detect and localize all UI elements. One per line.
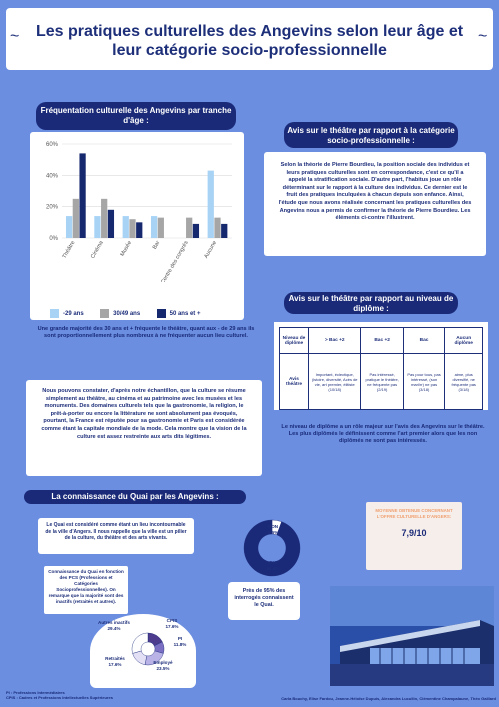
pcs-pie-card xyxy=(90,614,196,688)
y-tick-label: 40% xyxy=(46,173,59,179)
y-tick-label: 0% xyxy=(49,236,58,242)
rating-value: 7,9/10 xyxy=(401,528,427,538)
x-tick-label: Musée xyxy=(120,240,134,258)
legend-item-50: 50 ans et + xyxy=(156,308,200,318)
table-header: > Bac +2 xyxy=(308,327,362,354)
pcs-label-autres: Autres inactifs 29.4% xyxy=(98,620,130,631)
y-tick-label: 20% xyxy=(46,205,59,211)
bar xyxy=(94,216,101,238)
chart-legend: -29 ans 30/49 ans 50 ans et + xyxy=(50,302,244,320)
pcs-label-retraites: Retraités 17.6% xyxy=(105,656,125,667)
freq-chart-card: 0% 20% 40% 60% Théâtre Cinéma Musée Bar Centre d… xyxy=(30,132,244,320)
quai-pie-caption-card: Près de 95% des interrogés connaissent l… xyxy=(228,582,300,620)
bar xyxy=(107,209,115,238)
table-row-label: Avis théâtre xyxy=(278,353,310,410)
pie-slice xyxy=(243,519,301,577)
theatre-pcs-card: Selon la théorie de Pierre Bourdieu, la … xyxy=(264,152,486,256)
le-quai-building-photo xyxy=(330,586,494,686)
table-cell: Pas intéressé, pratique le théâtre, ne f… xyxy=(360,353,404,410)
bar xyxy=(214,217,221,238)
legend-swatch-icon xyxy=(100,308,110,318)
quai-intro-card: Le Quai est considéré comme étant un lie… xyxy=(38,518,194,554)
bar xyxy=(207,170,214,238)
conclusion-card: Nous pouvons constater, d'après notre éc… xyxy=(26,380,262,476)
table-header: Bac xyxy=(402,327,446,354)
pcs-label-cpis: CPIS 17.6% xyxy=(165,618,179,629)
diploma-table-card: Niveau de diplôme > Bac +2 Bac +2 Bac Au… xyxy=(274,322,488,410)
quai-pie-caption: Près de 95% des interrogés connaissent l… xyxy=(234,588,294,608)
bar xyxy=(122,216,129,238)
rating-card: MOYENNE OBTENUE CONCERNANT L'OFFRE CULTU… xyxy=(366,502,462,570)
pie-label-non: NON 5.6% xyxy=(267,524,279,535)
pcs-pie-chart xyxy=(131,632,165,666)
pcs-note-text: Connaissance du Quai en fonction des PCS… xyxy=(48,569,124,604)
bar xyxy=(72,198,79,238)
theatre-diploma-title: Avis sur le théâtre par rapport au nivea… xyxy=(284,292,458,314)
poster-title: Les pratiques culturelles des Angevins s… xyxy=(35,23,464,59)
legend-item-29: -29 ans xyxy=(50,308,84,318)
pcs-note-card: Connaissance du Quai en fonction des PCS… xyxy=(44,566,128,614)
quai-intro-text: Le Quai est considéré comme étant un lie… xyxy=(45,522,187,542)
footnotes: PI : Professions Intermédiaires CPIS : C… xyxy=(6,690,113,700)
pcs-label-pi: PI 11.8% xyxy=(173,636,187,647)
table-cell: Pas pour tous, pas intéressé, (son mari/… xyxy=(402,353,446,410)
authors: Carla Bouchy, Elise Fardou, Jeanne-Héloï… xyxy=(281,696,496,701)
freq-caption: Une grande majorité des 30 ans et + fréq… xyxy=(37,326,255,339)
bar xyxy=(79,153,86,238)
quai-section-title: La connaissance du Quai par les Angevins… xyxy=(24,490,246,504)
bar xyxy=(136,222,143,238)
bar xyxy=(157,217,164,238)
x-tick-label: Bar xyxy=(152,240,162,251)
y-tick-label: 60% xyxy=(46,142,59,148)
decorative-dash-icon-right: ~ xyxy=(478,28,488,45)
freq-section-title: Fréquentation culturelle des Angevins pa… xyxy=(36,102,236,130)
bar xyxy=(186,217,193,238)
table-header: Aucun diplôme xyxy=(444,327,483,354)
legend-item-3049: 30/49 ans xyxy=(100,308,140,318)
bar xyxy=(129,219,136,238)
pie-label-oui: OUI 94.4% xyxy=(266,560,280,571)
bar xyxy=(101,198,108,238)
table-cell: aime, plus diversifié, ne fréquente pas … xyxy=(444,353,483,410)
pie-slice xyxy=(131,632,149,654)
theatre-pcs-text: Selon la théorie de Pierre Bourdieu, la … xyxy=(278,162,472,222)
table-header: Niveau de diplôme xyxy=(278,327,310,354)
x-tick-label: Aucune xyxy=(203,240,218,259)
quai-awareness-pie xyxy=(243,519,301,577)
x-tick-label: Cinéma xyxy=(90,239,105,259)
diploma-table: Niveau de diplôme > Bac +2 Bac +2 Bac Au… xyxy=(278,327,483,410)
x-tick-label: Centre des congrès xyxy=(160,240,190,282)
legend-swatch-icon xyxy=(156,308,166,318)
footnote-cpis: CPIS : Cadres et Professions Intellectue… xyxy=(6,695,113,700)
table-header: Bac +2 xyxy=(360,327,404,354)
bar xyxy=(221,223,228,238)
rating-label: MOYENNE OBTENUE CONCERNANT L'OFFRE CULTU… xyxy=(375,508,453,519)
pcs-label-employe: Employé 23.5% xyxy=(153,660,173,671)
bar xyxy=(150,216,158,238)
poster-title-box: Les pratiques culturelles des Angevins s… xyxy=(6,8,493,70)
bar xyxy=(192,223,200,238)
legend-swatch-icon xyxy=(50,308,59,318)
diploma-caption: Le niveau de diplôme a un rôle majeur su… xyxy=(281,424,485,444)
theatre-pcs-title: Avis sur le théâtre par rapport à la cat… xyxy=(284,122,458,148)
x-tick-label: Théâtre xyxy=(62,240,77,260)
conclusion-text: Nous pouvons constater, d'après notre éc… xyxy=(41,388,247,440)
bar xyxy=(65,216,73,238)
footnote-pi: PI : Professions Intermédiaires xyxy=(6,690,65,695)
table-cell: Important, éclectique, (istoire, diversi… xyxy=(308,353,362,410)
decorative-dash-icon-left: ~ xyxy=(10,28,20,45)
